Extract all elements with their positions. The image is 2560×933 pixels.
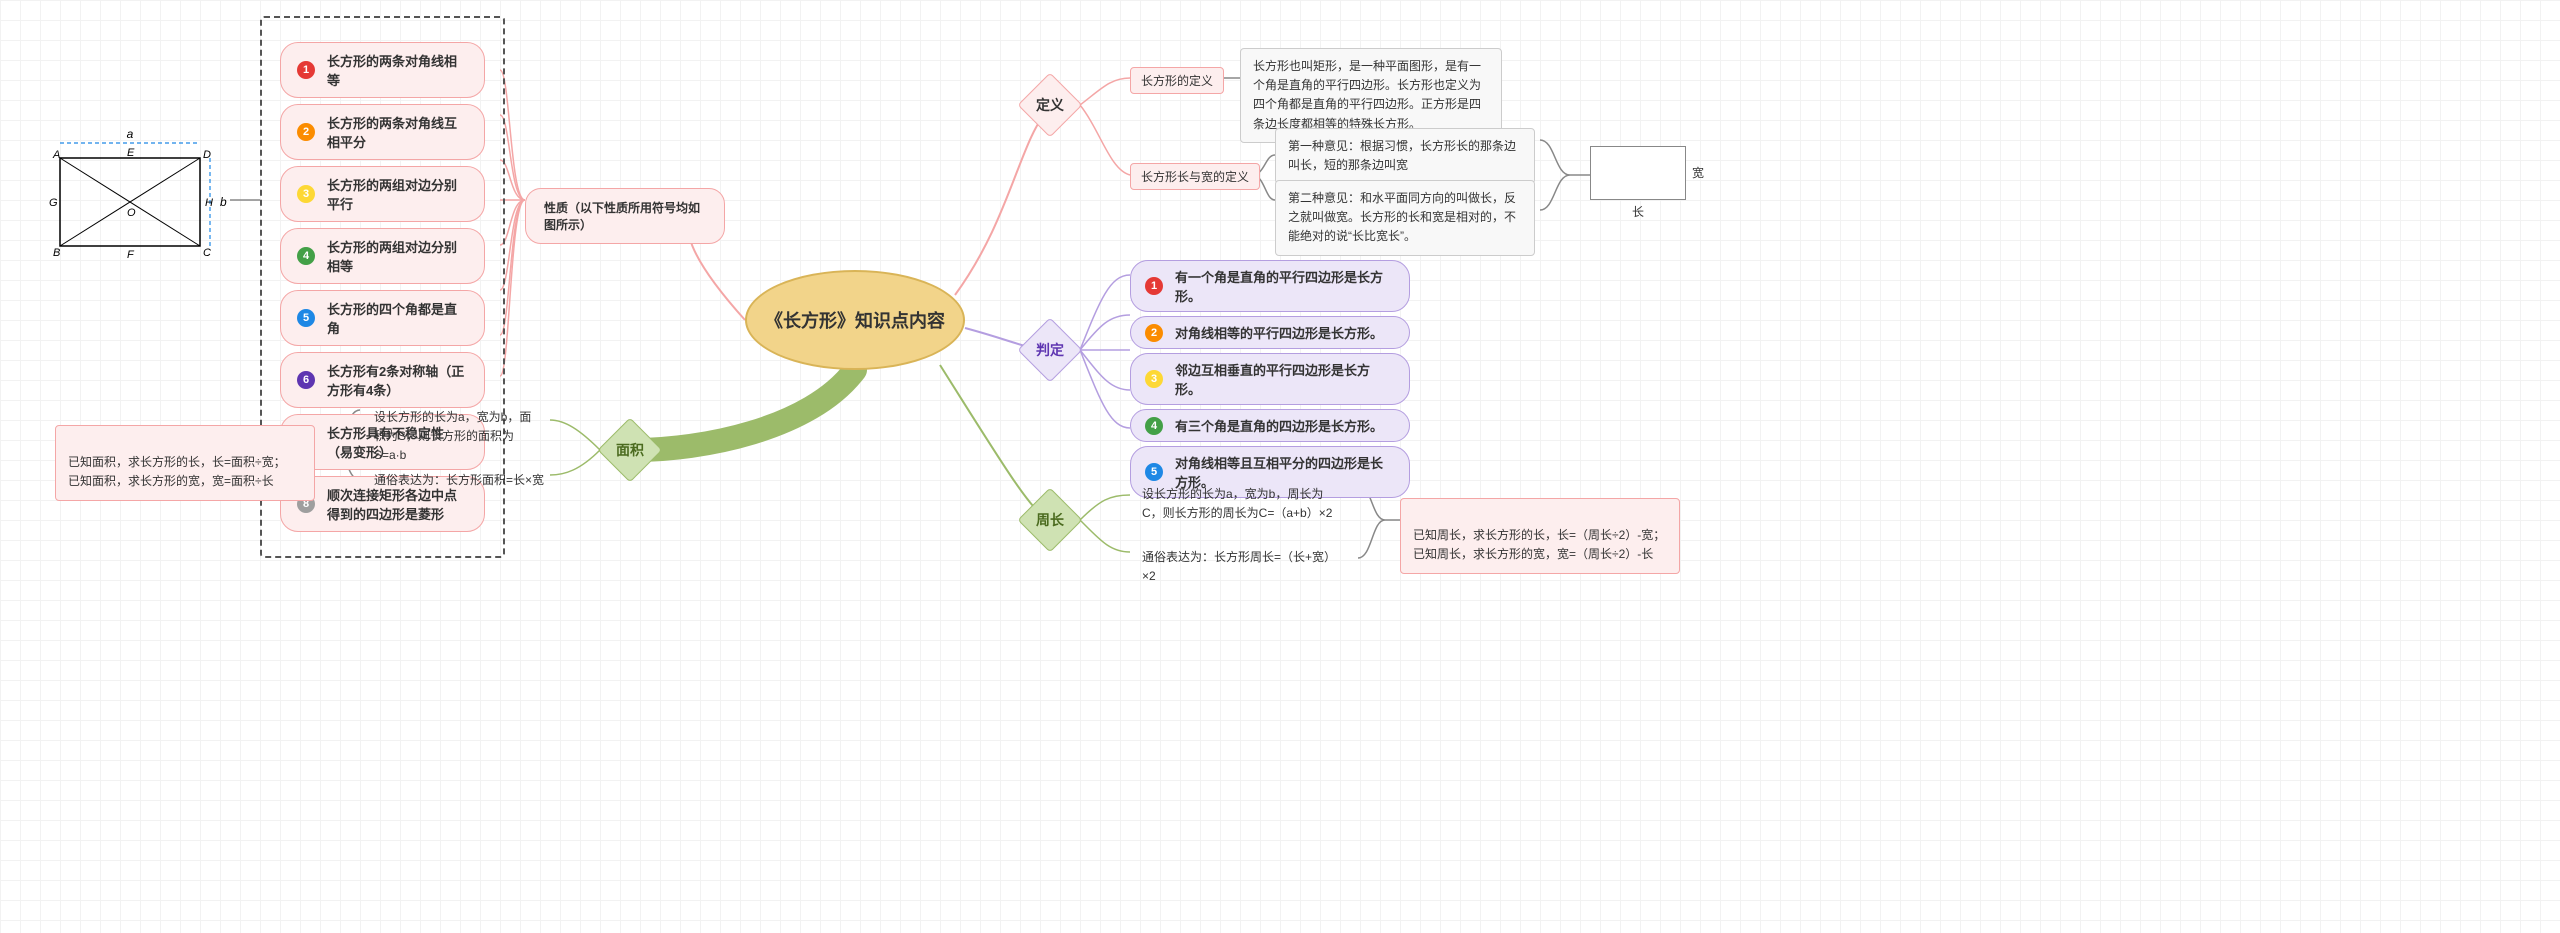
judgment-item: 4 有三个角是直角的四边形是长方形。: [1130, 409, 1410, 442]
length-width-box: 长 宽: [1590, 146, 1686, 220]
badge: 2: [297, 123, 315, 141]
perimeter-sub2: 通俗表达为：长方形周长=（长+宽）×2: [1130, 540, 1360, 594]
svg-text:E: E: [127, 147, 135, 159]
svg-text:O: O: [127, 207, 136, 219]
perimeter-derived: 已知周长，求长方形的长，长=（周长÷2）-宽； 已知周长，求长方形的宽，宽=（周…: [1400, 498, 1680, 574]
dim-a: a: [127, 128, 134, 141]
property-text: 长方形的两组对边分别相等: [327, 237, 468, 275]
area-derived: 已知面积，求长方形的长，长=面积÷宽； 已知面积，求长方形的宽，宽=面积÷长: [55, 425, 315, 501]
property-item: 4 长方形的两组对边分别相等: [280, 228, 485, 284]
def-sub2-opt1: 第一种意见：根据习惯，长方形长的那条边叫长，短的那条边叫宽: [1275, 128, 1535, 184]
badge: 1: [297, 61, 315, 79]
property-text: 长方形的两组对边分别平行: [327, 175, 468, 213]
badge: 1: [1145, 277, 1163, 295]
property-item: 1 长方形的两条对角线相等: [280, 42, 485, 98]
svg-text:F: F: [127, 249, 135, 261]
property-item: 2 长方形的两条对角线互相平分: [280, 104, 485, 160]
def-sub1-label: 长方形的定义: [1130, 67, 1224, 94]
badge: 3: [297, 185, 315, 203]
definition-label: 定义: [1020, 75, 1080, 135]
geometry-figure: a b A D B C E F G H O: [35, 128, 230, 276]
judgment-node: 判定: [1020, 320, 1080, 380]
badge: 3: [1145, 370, 1163, 388]
perimeter-label: 周长: [1020, 490, 1080, 550]
perimeter-sub1: 设长方形的长为a，宽为b，周长为C，则长方形的周长为C=（a+b）×2: [1130, 477, 1350, 531]
property-item: 5 长方形的四个角都是直角: [280, 290, 485, 346]
center-topic: 《长方形》知识点内容: [745, 270, 965, 370]
property-item: 3 长方形的两组对边分别平行: [280, 166, 485, 222]
geometry-svg: a b A D B C E F G H O: [35, 128, 230, 273]
judgment-item: 1 有一个角是直角的平行四边形是长方形。: [1130, 260, 1410, 312]
mindmap-canvas: 《长方形》知识点内容 性质（以下性质所用符号均如图所示） 1 长方形的两条对角线相…: [0, 0, 2560, 933]
properties-label: 性质（以下性质所用符号均如图所示）: [525, 188, 725, 244]
judgment-list: 1 有一个角是直角的平行四边形是长方形。 2 对角线相等的平行四边形是长方形。 3 邻边互…: [1130, 256, 1410, 502]
property-text: 长方形的四个角都是直角: [327, 299, 468, 337]
property-text: 长方形有2条对称轴（正方形有4条）: [327, 361, 468, 399]
property-text: 长方形的两条对角线互相平分: [327, 113, 468, 151]
judgment-label: 判定: [1020, 320, 1080, 380]
judgment-text: 邻边互相垂直的平行四边形是长方形。: [1175, 360, 1395, 398]
len-label: 长: [1590, 203, 1686, 220]
definition-node: 定义: [1020, 75, 1080, 135]
def-sub2-label: 长方形长与宽的定义: [1130, 163, 1260, 190]
svg-text:D: D: [203, 149, 211, 161]
wid-label: 宽: [1692, 164, 1704, 181]
judgment-text: 对角线相等的平行四边形是长方形。: [1175, 323, 1383, 342]
badge: 4: [297, 247, 315, 265]
dim-b: b: [220, 195, 227, 209]
perimeter-node: 周长: [1020, 490, 1080, 550]
center-label: 《长方形》知识点内容: [765, 307, 945, 333]
area-sub2: 通俗表达为：长方形面积=长×宽: [362, 463, 562, 498]
judgment-item: 3 邻边互相垂直的平行四边形是长方形。: [1130, 353, 1410, 405]
judgment-text: 有三个角是直角的四边形是长方形。: [1175, 416, 1383, 435]
svg-text:H: H: [205, 197, 213, 209]
def-sub2-opt2: 第二种意见：和水平面同方向的叫做长，反之就叫做宽。长方形的长和宽是相对的，不能绝…: [1275, 180, 1535, 256]
area-node: 面积: [600, 420, 660, 480]
properties-label-text: 性质（以下性质所用符号均如图所示）: [544, 201, 700, 232]
badge: 2: [1145, 324, 1163, 342]
property-text: 长方形的两条对角线相等: [327, 51, 468, 89]
badge: 5: [297, 309, 315, 327]
svg-text:B: B: [53, 247, 60, 259]
judgment-text: 有一个角是直角的平行四边形是长方形。: [1175, 267, 1395, 305]
badge: 6: [297, 371, 315, 389]
svg-text:A: A: [52, 149, 60, 161]
badge: 4: [1145, 417, 1163, 435]
svg-text:G: G: [49, 197, 58, 209]
area-label: 面积: [600, 420, 660, 480]
judgment-item: 2 对角线相等的平行四边形是长方形。: [1130, 316, 1410, 349]
svg-text:C: C: [203, 247, 211, 259]
